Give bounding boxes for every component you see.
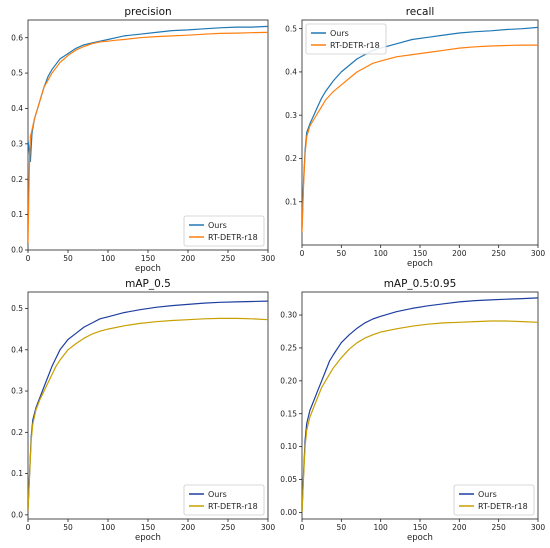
subplot-4: mAP_0.5:0.95 0 50 100 150 200 250 300 0.00 0.05 0.… [280,278,545,543]
y-tick-label: 0.10 [280,442,297,451]
plot-title: precision [124,6,171,18]
legend: Ours RT-DETR-r18 [183,215,265,247]
x-tick-label: 100 [374,249,389,258]
series-line-rt-detr-r18 [302,320,538,513]
legend-label: Ours [478,490,497,499]
y-tick-label: 0.5 [11,304,23,313]
x-tick-label: 50 [337,523,347,532]
series-line-rt-detr-r18 [302,44,538,233]
series-line-ours [28,300,268,511]
subplot-2: recall 0 50 100 150 200 250 300 0.1 0.2 0.3 0.4 0.5 e… [285,6,545,269]
x-tick-label: 150 [141,523,156,532]
x-tick-label: 250 [221,254,236,263]
y-tick-label: 0.0 [11,246,23,255]
y-tick-label: 0.2 [11,175,23,184]
y-tick-label: 0.6 [11,33,23,42]
legend-label: RT-DETR-r18 [208,502,258,511]
y-tick-label: 0.0 [11,510,23,519]
legend: Ours RT-DETR-r18 [305,23,387,55]
y-tick-label: 0.00 [280,508,297,517]
legend-box [453,484,535,516]
y-tick-label: 0.4 [11,345,23,354]
legend: Ours RT-DETR-r18 [183,484,265,516]
legend: Ours RT-DETR-r18 [453,484,535,516]
y-tick-label: 0.5 [11,69,23,78]
y-tick-label: 0.4 [11,104,23,113]
plot-frame [27,19,269,251]
x-tick-label: 100 [374,523,389,532]
y-tick-label: 0.1 [11,210,23,219]
y-tick-label: 0.3 [285,111,297,120]
series-line-rt-detr-r18 [28,317,268,511]
x-tick-label: 250 [492,523,507,532]
plot-title: recall [406,6,435,18]
x-tick-label: 0 [26,523,31,532]
legend-box [183,484,265,516]
x-axis-label: epoch [407,259,433,269]
series-line-rt-detr-r18 [28,31,268,243]
y-tick-label: 0.4 [285,68,297,77]
x-axis-label: epoch [135,264,161,274]
series-line-ours [28,25,268,163]
x-tick-label: 0 [26,254,31,263]
x-tick-label: 200 [181,254,196,263]
x-tick-label: 150 [141,254,156,263]
x-tick-label: 300 [531,523,546,532]
legend-label: Ours [208,221,227,230]
series-line-ours [302,26,538,228]
x-tick-label: 200 [452,523,467,532]
y-tick-label: 0.3 [11,387,23,396]
x-tick-label: 50 [63,523,73,532]
y-tick-label: 0.5 [285,24,297,33]
x-tick-label: 300 [261,523,276,532]
y-tick-label: 0.20 [280,376,297,385]
legend-label: RT-DETR-r18 [330,41,380,50]
y-tick-label: 0.1 [285,197,297,206]
plot-title: mAP_0.5 [125,278,171,290]
x-tick-label: 200 [181,523,196,532]
x-tick-label: 250 [221,523,236,532]
y-tick-label: 0.05 [280,475,297,484]
plot-title: mAP_0.5:0.95 [384,278,457,290]
x-axis-label: epoch [135,533,161,543]
subplot-1: precision 0 50 100 150 200 250 300 0.0 0.1 0.2 0.3 0… [11,6,275,274]
legend-label: Ours [208,490,227,499]
legend-box [305,23,387,55]
x-axis-label: epoch [407,533,433,543]
x-tick-label: 100 [101,523,116,532]
x-tick-label: 300 [261,254,276,263]
y-tick-label: 0.25 [280,344,297,353]
legend-label: RT-DETR-r18 [208,233,258,242]
x-tick-label: 0 [300,523,305,532]
legend-box [183,215,265,247]
y-tick-label: 0.1 [11,469,23,478]
series-line-ours [302,297,538,513]
x-tick-label: 300 [531,249,546,258]
legend-label: RT-DETR-r18 [478,502,528,511]
legend-label: Ours [330,29,349,38]
x-tick-label: 0 [300,249,305,258]
y-tick-label: 0.15 [280,409,297,418]
y-tick-label: 0.30 [280,311,297,320]
x-tick-label: 100 [101,254,116,263]
x-tick-label: 50 [337,249,347,258]
y-tick-label: 0.2 [11,428,23,437]
x-tick-label: 50 [63,254,73,263]
x-tick-label: 250 [492,249,507,258]
x-tick-label: 200 [452,249,467,258]
x-tick-label: 150 [413,249,428,258]
y-tick-label: 0.3 [11,139,23,148]
y-tick-label: 0.2 [285,154,297,163]
x-tick-label: 150 [413,523,428,532]
subplot-3: mAP_0.5 0 50 100 150 200 250 300 0.0 0.1 0.2 0.3 0.4… [11,278,275,543]
